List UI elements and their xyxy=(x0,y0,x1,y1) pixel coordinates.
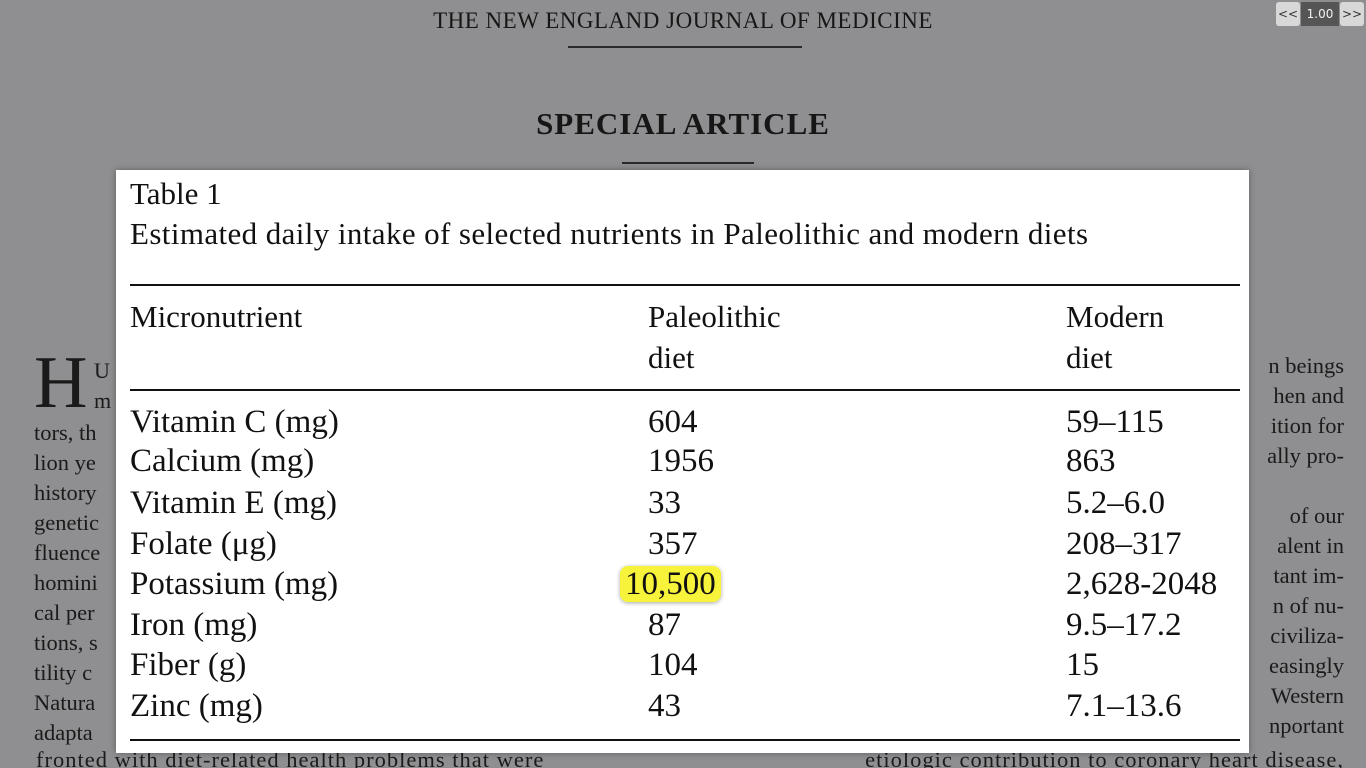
nutrient-cell: Folate (μg) xyxy=(130,526,277,562)
left-column-line: homini xyxy=(34,570,98,595)
table-header-rule xyxy=(130,389,1240,391)
column-header-line: Micronutrient xyxy=(130,299,303,334)
column-header-line: diet xyxy=(648,340,695,375)
nutrient-cell: Vitamin E (mg) xyxy=(130,485,337,521)
modern-cell: 59–115 xyxy=(1066,404,1164,440)
modern-cell: 5.2–6.0 xyxy=(1066,485,1165,521)
left-column-line: history xyxy=(34,480,97,505)
right-column-line: alent in xyxy=(1277,533,1344,558)
left-column-line: lion ye xyxy=(34,450,96,475)
modern-cell: 7.1–13.6 xyxy=(1066,688,1182,724)
paleolithic-cell: 357 xyxy=(648,526,698,562)
left-column-line: Natura xyxy=(34,690,96,715)
drop-cap: H xyxy=(34,342,88,424)
modern-cell: 863 xyxy=(1066,443,1116,479)
right-column-line: n beings xyxy=(1268,353,1344,378)
left-column-line: cal per xyxy=(34,600,95,625)
nutrient-cell: Iron (mg) xyxy=(130,607,258,643)
right-column-line: easingly xyxy=(1269,653,1344,678)
column-header-line: Paleolithic xyxy=(648,299,781,334)
right-column-line: Western xyxy=(1270,683,1344,708)
column-header-micronutrient: Micronutrient xyxy=(130,296,302,337)
paleolithic-cell: 43 xyxy=(648,688,681,724)
nutrient-cell: Vitamin C (mg) xyxy=(130,404,339,440)
section-title: SPECIAL ARTICLE xyxy=(536,106,830,141)
nutrient-cell: Potassium (mg) xyxy=(130,566,339,602)
left-column-line: fluence xyxy=(34,540,101,565)
zoom-level: 1.00 xyxy=(1301,2,1339,26)
right-column-line: n of nu- xyxy=(1272,593,1344,618)
table-popup: Table 1 Estimated daily intake of select… xyxy=(116,170,1249,753)
zoom-in-button[interactable]: >> xyxy=(1340,2,1364,26)
left-column-line: tility c xyxy=(34,660,93,685)
table-top-rule xyxy=(130,284,1240,286)
left-column-line: tors, th xyxy=(34,420,97,445)
highlighted-value[interactable]: 10,500 xyxy=(620,566,721,602)
right-column-line: of our xyxy=(1289,503,1344,528)
left-column-line: adapta xyxy=(34,720,93,745)
modern-cell: 2,628-2048 xyxy=(1066,566,1218,602)
table-caption: Estimated daily intake of selected nutri… xyxy=(130,216,1089,251)
modern-cell: 15 xyxy=(1066,647,1099,683)
right-column-line: hen and xyxy=(1273,383,1344,408)
modern-cell: 9.5–17.2 xyxy=(1066,607,1182,643)
nutrient-cell: Fiber (g) xyxy=(130,647,247,683)
table-label: Table 1 xyxy=(130,176,222,211)
header-divider xyxy=(568,46,802,48)
right-column-line: ally pro- xyxy=(1267,443,1344,468)
drop-cap-line: m xyxy=(94,388,112,413)
right-column-line: tant im- xyxy=(1273,563,1344,588)
left-column-line: tions, s xyxy=(34,630,98,655)
modern-cell: 208–317 xyxy=(1066,526,1182,562)
right-column-line: civiliza- xyxy=(1270,623,1344,648)
paleolithic-cell: 604 xyxy=(648,404,698,440)
column-header-line: Modern xyxy=(1066,299,1165,334)
right-column-line: ition for xyxy=(1270,413,1344,438)
column-header-line: diet xyxy=(1066,340,1113,375)
paleolithic-cell: 87 xyxy=(648,607,681,643)
column-header-paleolithic: Paleolithic diet xyxy=(648,296,781,378)
zoom-out-button[interactable]: << xyxy=(1276,2,1300,26)
section-divider xyxy=(622,162,754,164)
nutrient-cell: Calcium (mg) xyxy=(130,443,315,479)
paleolithic-cell: 104 xyxy=(648,647,698,683)
drop-cap-line: U xyxy=(94,358,110,383)
nutrient-cell: Zinc (mg) xyxy=(130,688,263,724)
zoom-control: << 1.00 >> xyxy=(1276,2,1364,26)
table-bottom-rule xyxy=(130,739,1240,741)
paleolithic-cell-highlighted: 10,500 xyxy=(620,564,721,604)
paleolithic-cell: 1956 xyxy=(648,443,714,479)
left-column-line: genetic xyxy=(34,510,99,535)
paleolithic-cell: 33 xyxy=(648,485,681,521)
column-header-modern: Modern diet xyxy=(1066,296,1164,378)
right-column-line: nportant xyxy=(1269,713,1344,738)
journal-header: THE NEW ENGLAND JOURNAL OF MEDICINE xyxy=(433,8,933,33)
